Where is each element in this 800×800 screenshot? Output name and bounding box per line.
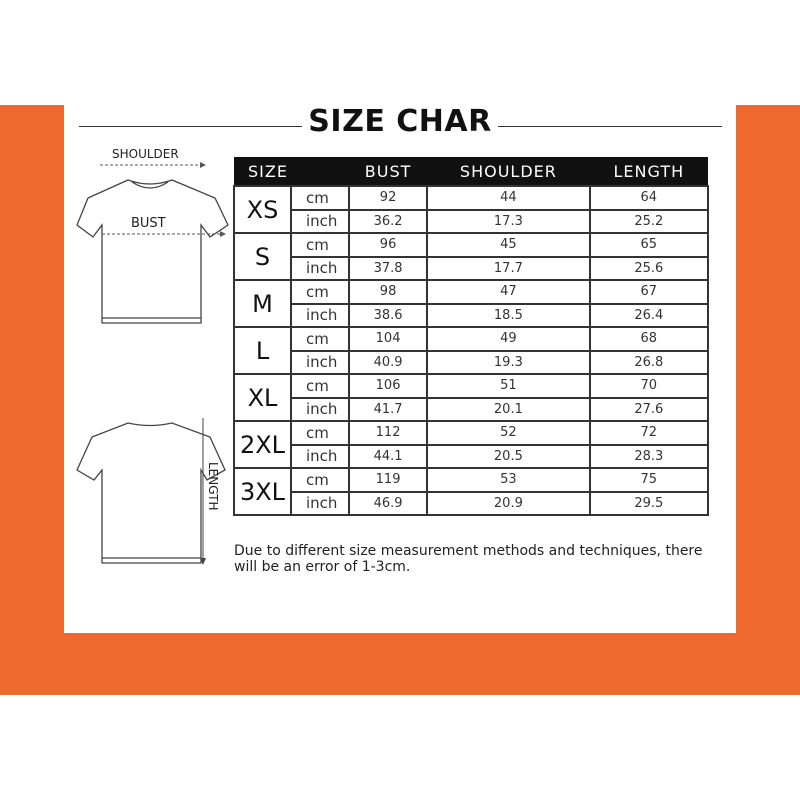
table-row: inch 46.9 20.9 29.5 — [234, 490, 710, 516]
value-cell: 44.1 — [347, 443, 429, 469]
value-cell: 45 — [426, 232, 591, 258]
value-cell: 65 — [588, 232, 710, 258]
value-cell: 72 — [588, 420, 710, 446]
column-header: SIZE — [234, 157, 291, 186]
value-cell: 44 — [426, 185, 591, 211]
table-row: XS cm 92 44 64 — [233, 185, 710, 234]
table-row: 3XL cm 119 53 75 — [233, 467, 710, 516]
unit-cell: inch — [290, 349, 350, 375]
value-cell: 29.5 — [588, 490, 710, 516]
unit-cell: cm — [290, 232, 350, 258]
value-cell: 112 — [347, 420, 429, 446]
value-cell: 26.4 — [588, 302, 710, 328]
table-header: SIZE BUST SHOULDER LENGTH — [234, 157, 708, 186]
value-cell: 20.9 — [426, 490, 591, 516]
tshirt-front-icon — [76, 179, 229, 324]
title-rule-left — [79, 126, 315, 127]
value-cell: 92 — [347, 185, 429, 211]
value-cell: 26.8 — [588, 349, 710, 375]
value-cell: 25.2 — [588, 208, 710, 234]
tshirt-diagrams — [76, 162, 229, 565]
length-label: LENGTH — [206, 462, 220, 511]
tshirt-back-icon — [76, 422, 226, 564]
table-row: inch 40.9 19.3 26.8 — [234, 349, 710, 375]
value-cell: 37.8 — [347, 255, 429, 281]
size-cell: 2XL — [233, 420, 292, 469]
value-cell: 96 — [347, 232, 429, 258]
value-cell: 51 — [426, 373, 591, 399]
shoulder-label: SHOULDER — [112, 147, 179, 161]
bust-label: BUST — [131, 216, 166, 231]
size-cell: 3XL — [233, 467, 292, 516]
size-cell: M — [233, 279, 292, 328]
measurement-note: Due to different size measurement method… — [234, 543, 703, 575]
unit-cell: cm — [290, 420, 350, 446]
unit-cell: cm — [290, 373, 350, 399]
value-cell: 19.3 — [426, 349, 591, 375]
unit-cell: cm — [290, 185, 350, 211]
value-cell: 18.5 — [426, 302, 591, 328]
value-cell: 25.6 — [588, 255, 710, 281]
table-row: inch 44.1 20.5 28.3 — [234, 443, 710, 469]
value-cell: 17.3 — [426, 208, 591, 234]
table-row: inch 37.8 17.7 25.6 — [234, 255, 710, 281]
table-row: inch 38.6 18.5 26.4 — [234, 302, 710, 328]
size-cell: S — [233, 232, 292, 281]
size-cell: XL — [233, 373, 292, 422]
column-header: BUST — [349, 157, 428, 186]
unit-cell: cm — [290, 467, 350, 493]
value-cell: 40.9 — [347, 349, 429, 375]
unit-cell: inch — [290, 255, 350, 281]
value-cell: 36.2 — [347, 208, 429, 234]
unit-cell: inch — [290, 302, 350, 328]
table-row: XL cm 106 51 70 — [233, 373, 710, 422]
column-header: LENGTH — [589, 157, 708, 186]
value-cell: 98 — [347, 279, 429, 305]
value-cell: 52 — [426, 420, 591, 446]
unit-cell: inch — [290, 443, 350, 469]
value-cell: 17.7 — [426, 255, 591, 281]
unit-cell: inch — [290, 208, 350, 234]
table-row: inch 41.7 20.1 27.6 — [234, 396, 710, 422]
value-cell: 119 — [347, 467, 429, 493]
value-cell: 47 — [426, 279, 591, 305]
value-cell: 46.9 — [347, 490, 429, 516]
unit-cell: inch — [290, 396, 350, 422]
value-cell: 38.6 — [347, 302, 429, 328]
size-cell: XS — [233, 185, 292, 234]
column-header — [291, 157, 349, 186]
title-rule-right — [488, 126, 722, 127]
value-cell: 28.3 — [588, 443, 710, 469]
value-cell: 20.1 — [426, 396, 591, 422]
value-cell: 41.7 — [347, 396, 429, 422]
table-row: 2XL cm 112 52 72 — [233, 420, 710, 469]
value-cell: 64 — [588, 185, 710, 211]
size-table: SIZE BUST SHOULDER LENGTH XS cm 92 44 64 inch 36.… — [233, 157, 710, 516]
value-cell: 70 — [588, 373, 710, 399]
table-row: inch 36.2 17.3 25.2 — [234, 208, 710, 234]
unit-cell: inch — [290, 490, 350, 516]
unit-cell: cm — [290, 279, 350, 305]
unit-cell: cm — [290, 326, 350, 352]
value-cell: 20.5 — [426, 443, 591, 469]
value-cell: 53 — [426, 467, 591, 493]
value-cell: 67 — [588, 279, 710, 305]
value-cell: 75 — [588, 467, 710, 493]
value-cell: 106 — [347, 373, 429, 399]
value-cell: 68 — [588, 326, 710, 352]
value-cell: 49 — [426, 326, 591, 352]
value-cell: 104 — [347, 326, 429, 352]
size-cell: L — [233, 326, 292, 375]
column-header: SHOULDER — [427, 157, 590, 186]
value-cell: 27.6 — [588, 396, 710, 422]
page-title: SIZE CHAR — [0, 104, 800, 139]
